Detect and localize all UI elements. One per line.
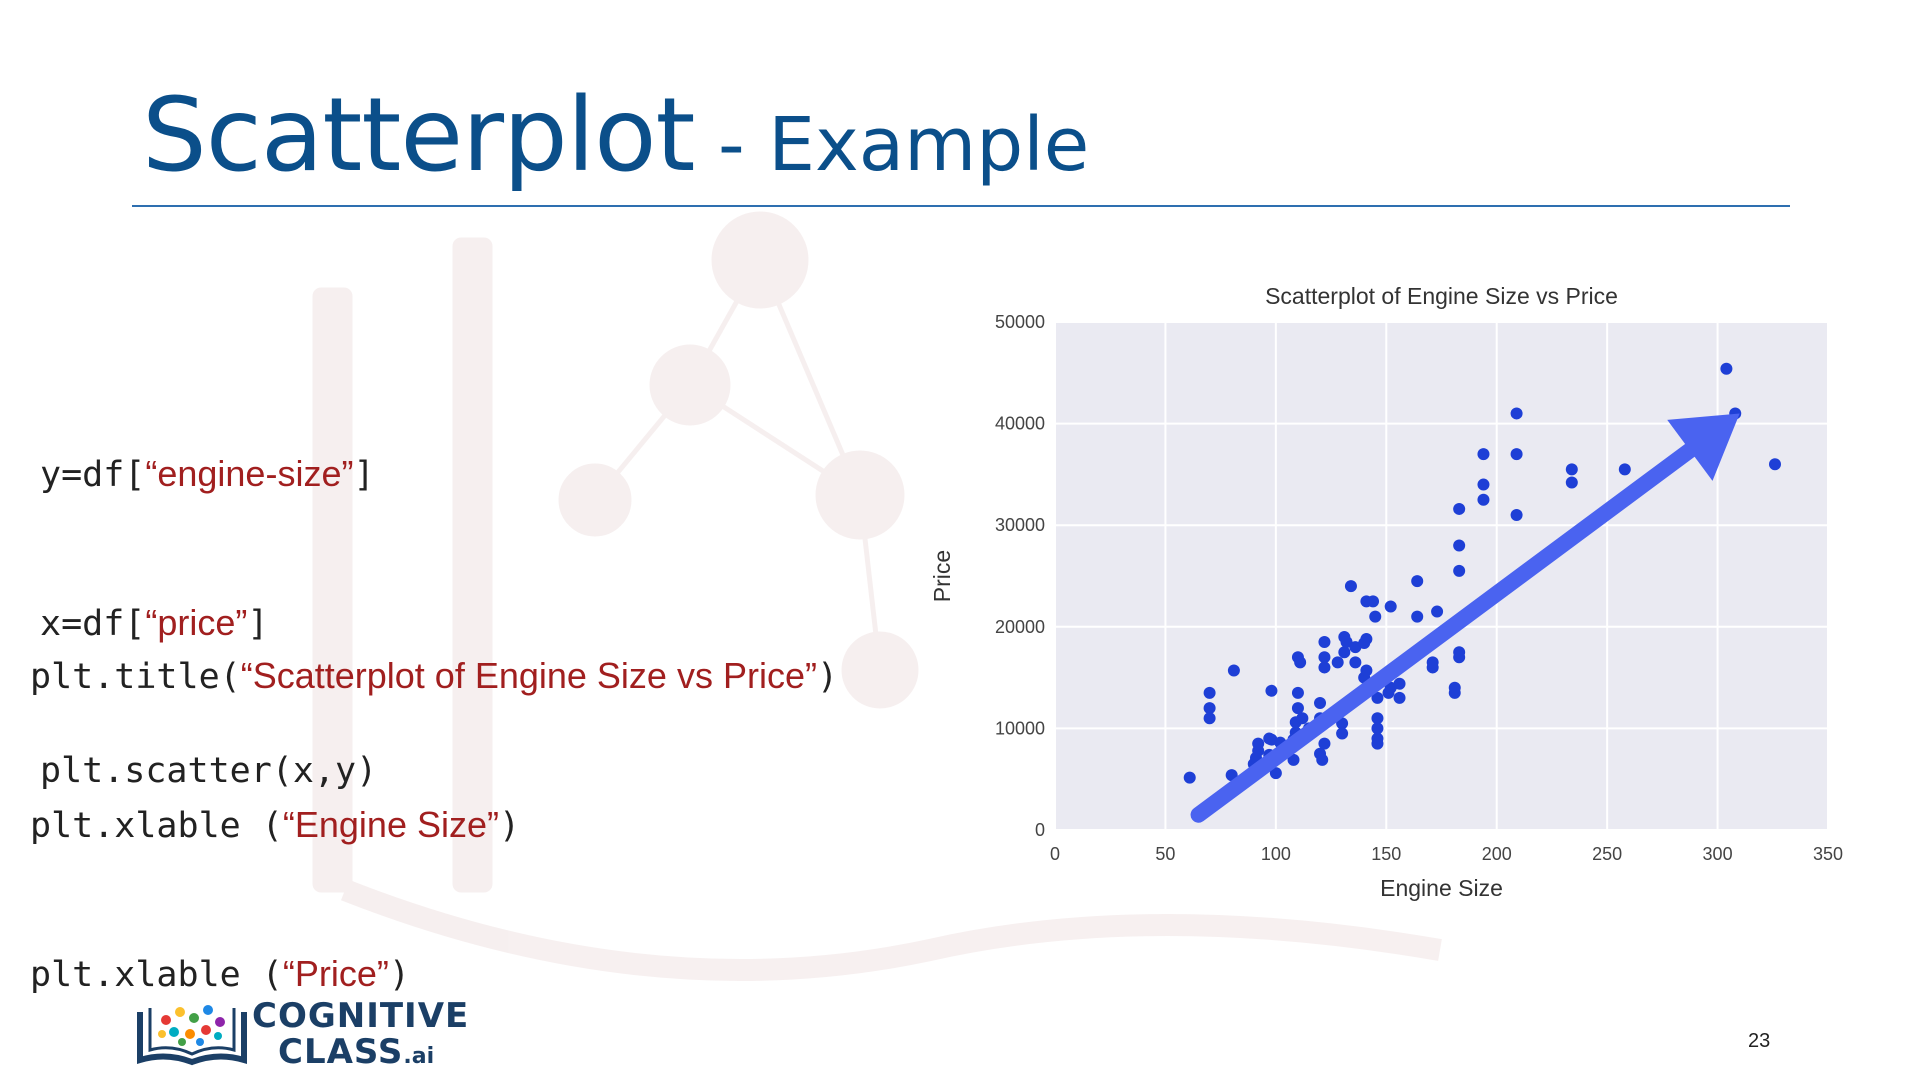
trend-arrow-head	[1667, 413, 1740, 481]
data-point	[1510, 448, 1523, 461]
data-point	[1318, 661, 1331, 674]
data-point	[1477, 478, 1490, 491]
y-tick-label: 10000	[995, 718, 1045, 738]
x-tick-label: 250	[1592, 844, 1622, 864]
y-tick-label: 20000	[995, 617, 1045, 637]
title-separator: -	[694, 102, 769, 188]
code-line: plt.scatter(x,y)	[40, 751, 378, 791]
data-point	[1183, 771, 1196, 784]
title-main: Scatterplot	[142, 76, 695, 195]
data-point	[1393, 677, 1406, 690]
book-with-network-icon	[137, 1005, 247, 1066]
code-block-assign: y=df[“engine-size”] x=df[“price”] plt.sc…	[40, 351, 377, 894]
data-point	[1453, 502, 1466, 515]
data-point	[1294, 656, 1307, 669]
data-point	[1453, 646, 1466, 659]
x-tick-label: 100	[1261, 844, 1291, 864]
data-point	[1360, 664, 1373, 677]
code-line: plt.title(“Scatterplot of Engine Size vs…	[30, 655, 839, 697]
x-tick-label: 50	[1155, 844, 1175, 864]
data-point	[1477, 493, 1490, 506]
code-block-labels: plt.title(“Scatterplot of Engine Size vs…	[30, 553, 838, 1090]
data-point	[1453, 539, 1466, 552]
data-point	[1203, 712, 1216, 725]
data-point	[1358, 637, 1371, 650]
data-point	[1411, 610, 1424, 623]
y-tick-label: 0	[1035, 820, 1045, 840]
code-line: plt.xlable (“Price”)	[30, 953, 410, 995]
data-point	[1349, 656, 1362, 669]
x-axis-label: Engine Size	[1380, 875, 1503, 901]
code-line: x=df[“price”]	[40, 602, 269, 644]
logo-text: COGNITIVE CLASS.ai	[252, 998, 469, 1075]
data-point	[1371, 737, 1384, 750]
data-point	[1338, 646, 1351, 659]
data-point	[1252, 737, 1265, 750]
data-point	[1331, 656, 1344, 669]
slide-title: Scatterplot - Example	[142, 76, 1089, 195]
data-point	[1565, 463, 1578, 476]
data-point	[1477, 448, 1490, 461]
logo-line2: CLASS.ai	[278, 1032, 435, 1072]
data-point	[1371, 712, 1384, 725]
x-tick-label: 350	[1813, 844, 1843, 864]
x-tick-label: 300	[1703, 844, 1733, 864]
data-point	[1318, 651, 1331, 664]
data-point	[1265, 684, 1278, 697]
data-point	[1340, 636, 1353, 649]
data-point	[1371, 722, 1384, 735]
data-point	[1203, 686, 1216, 699]
code-line: plt.xlable (“Engine Size”)	[30, 804, 521, 846]
data-point	[1411, 575, 1424, 588]
data-point	[1203, 702, 1216, 715]
y-tick-label: 50000	[995, 312, 1045, 332]
trend-arrow-shaft	[1190, 442, 1698, 823]
data-point	[1510, 509, 1523, 522]
data-point	[1565, 476, 1578, 489]
y-tick-label: 40000	[995, 414, 1045, 434]
data-point	[1296, 712, 1309, 725]
data-point	[1448, 681, 1461, 694]
data-point	[1369, 610, 1382, 623]
data-point	[1287, 753, 1300, 766]
y-tick-label: 30000	[995, 515, 1045, 535]
data-point	[1431, 605, 1444, 618]
data-point	[1336, 727, 1349, 740]
data-point	[1269, 767, 1282, 780]
data-point	[1453, 564, 1466, 577]
x-tick-label: 200	[1482, 844, 1512, 864]
data-point	[1768, 458, 1781, 471]
data-point	[1393, 691, 1406, 704]
data-point	[1426, 656, 1439, 669]
data-point	[1318, 737, 1331, 750]
chart-title: Scatterplot of Engine Size vs Price	[1265, 283, 1618, 309]
code-line: y=df[“engine-size”]	[40, 453, 375, 495]
data-point	[1291, 686, 1304, 699]
title-sub: Example	[768, 102, 1090, 188]
data-point	[1227, 664, 1240, 677]
data-point	[1510, 407, 1523, 420]
logo-line1: COGNITIVE	[252, 996, 470, 1036]
scatter-chart: 0 50 100 150 200 250 300 350 0 10000 20000 30000 400…	[929, 283, 1843, 901]
data-point	[1318, 636, 1331, 649]
plot-area	[1055, 322, 1828, 830]
data-point	[1291, 702, 1304, 715]
x-tick-label: 0	[1050, 844, 1060, 864]
data-point	[1618, 463, 1631, 476]
page-number: 23	[1748, 1030, 1771, 1052]
data-point	[1367, 595, 1380, 608]
data-point	[1314, 697, 1327, 709]
x-tick-label: 150	[1371, 844, 1401, 864]
data-point	[1316, 753, 1329, 766]
data-point	[1720, 362, 1733, 375]
data-point	[1344, 580, 1357, 593]
data-point	[1384, 600, 1397, 613]
data-point	[1371, 691, 1384, 704]
title-underline	[132, 205, 1790, 207]
y-axis-label: Price	[929, 550, 955, 602]
